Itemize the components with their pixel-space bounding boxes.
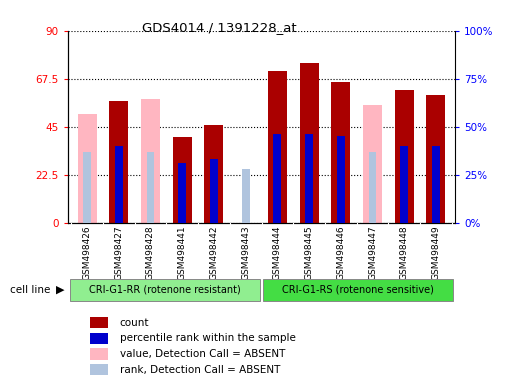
Text: GDS4014 / 1391228_at: GDS4014 / 1391228_at bbox=[142, 21, 297, 34]
Text: GSM498446: GSM498446 bbox=[336, 225, 345, 280]
Bar bbox=[268, 71, 287, 223]
Text: count: count bbox=[120, 318, 149, 328]
Text: GSM498442: GSM498442 bbox=[209, 225, 219, 280]
Text: GSM498428: GSM498428 bbox=[146, 225, 155, 280]
Text: CRI-G1-RR (rotenone resistant): CRI-G1-RR (rotenone resistant) bbox=[89, 285, 241, 295]
Bar bbox=[90, 317, 108, 328]
Bar bbox=[83, 152, 91, 223]
Text: ▶: ▶ bbox=[56, 285, 64, 295]
FancyBboxPatch shape bbox=[263, 279, 453, 301]
Bar bbox=[141, 99, 160, 223]
Bar bbox=[305, 134, 313, 223]
Text: percentile rank within the sample: percentile rank within the sample bbox=[120, 333, 295, 343]
Bar bbox=[178, 163, 186, 223]
Bar bbox=[274, 134, 281, 223]
Bar bbox=[90, 333, 108, 344]
Text: GSM498426: GSM498426 bbox=[83, 225, 92, 280]
Bar bbox=[369, 152, 377, 223]
Bar bbox=[109, 101, 128, 223]
Text: GSM498447: GSM498447 bbox=[368, 225, 377, 280]
Bar bbox=[210, 159, 218, 223]
Bar bbox=[337, 136, 345, 223]
Bar bbox=[242, 169, 249, 223]
Text: GSM498448: GSM498448 bbox=[400, 225, 409, 280]
Text: value, Detection Call = ABSENT: value, Detection Call = ABSENT bbox=[120, 349, 285, 359]
Bar bbox=[426, 95, 446, 223]
Bar bbox=[77, 114, 97, 223]
Bar bbox=[395, 91, 414, 223]
Text: GSM498444: GSM498444 bbox=[273, 225, 282, 280]
Bar bbox=[115, 146, 123, 223]
Text: GSM498449: GSM498449 bbox=[431, 225, 440, 280]
Bar bbox=[331, 82, 350, 223]
Text: cell line: cell line bbox=[10, 285, 51, 295]
Bar bbox=[400, 146, 408, 223]
Text: GSM498427: GSM498427 bbox=[114, 225, 123, 280]
Text: GSM498445: GSM498445 bbox=[304, 225, 314, 280]
FancyBboxPatch shape bbox=[70, 279, 260, 301]
Text: GSM498443: GSM498443 bbox=[241, 225, 250, 280]
Bar bbox=[90, 364, 108, 376]
Text: rank, Detection Call = ABSENT: rank, Detection Call = ABSENT bbox=[120, 365, 280, 375]
Bar bbox=[432, 146, 440, 223]
Bar bbox=[90, 348, 108, 360]
Bar bbox=[173, 137, 192, 223]
Text: CRI-G1-RS (rotenone sensitive): CRI-G1-RS (rotenone sensitive) bbox=[282, 285, 434, 295]
Bar bbox=[300, 63, 319, 223]
Bar bbox=[146, 152, 154, 223]
Bar bbox=[204, 124, 223, 223]
Text: GSM498441: GSM498441 bbox=[178, 225, 187, 280]
Bar bbox=[363, 105, 382, 223]
